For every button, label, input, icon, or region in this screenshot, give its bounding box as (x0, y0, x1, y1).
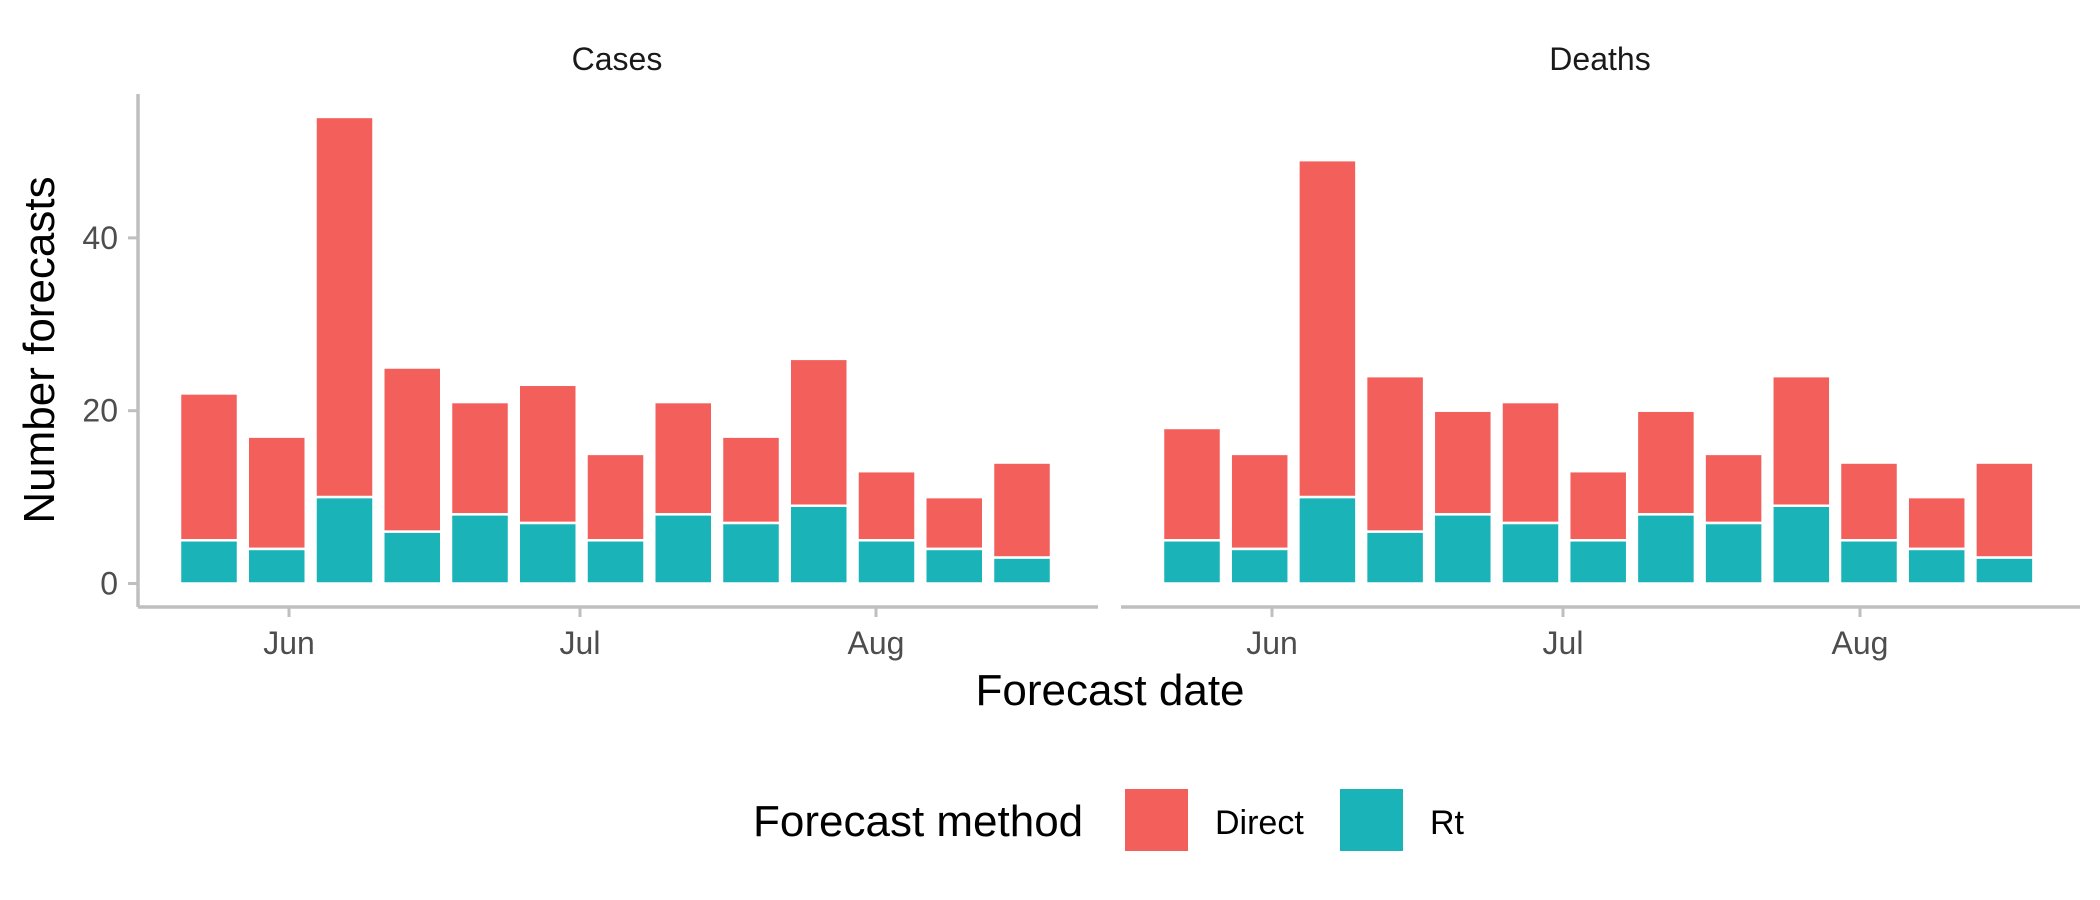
bar-cases-rt-2020-07-12 (653, 513, 714, 585)
bar-cases-rt-2020-06-28 (517, 521, 578, 585)
legend-label-rt: Rt (1430, 804, 1465, 842)
bar-cases-direct-2020-08-09 (924, 495, 985, 551)
bar-cases-rt-2020-06-07 (314, 495, 375, 585)
bar-deaths-direct-2020-07-19 (1703, 452, 1764, 525)
x-tick-label-jun: Jun (1246, 625, 1298, 661)
bar-deaths-rt-2020-07-05 (1567, 539, 1629, 585)
bar-cases-rt-2020-07-26 (788, 504, 849, 585)
bar-cases-direct-2020-06-07 (314, 115, 375, 499)
bar-cases-rt-2020-06-21 (449, 513, 511, 585)
x-tick-label-jul: Jul (560, 625, 601, 661)
bar-deaths-direct-2020-06-07 (1297, 158, 1358, 499)
bar-cases-rt-2020-08-16 (991, 556, 1053, 585)
bar-cases-direct-2020-07-19 (720, 435, 782, 525)
y-axis-title: Number forecasts (15, 176, 64, 523)
bar-cases-direct-2020-06-21 (449, 400, 511, 516)
bar-deaths-rt-2020-08-02 (1838, 539, 1900, 585)
legend-label-direct: Direct (1215, 804, 1304, 842)
bar-cases-direct-2020-05-24 (178, 392, 240, 542)
bar-cases-direct-2020-08-02 (856, 469, 917, 542)
y-tick-label: 0 (100, 566, 118, 602)
bar-deaths-rt-2020-06-07 (1297, 495, 1358, 585)
bars-layer (178, 115, 2035, 585)
bar-deaths-direct-2020-08-02 (1838, 461, 1900, 542)
axes-layer: 0 20 40 Jun Jul Aug Jun Jul Aug (82, 220, 1888, 661)
bar-deaths-direct-2020-07-12 (1635, 409, 1697, 516)
bar-deaths-rt-2020-07-26 (1771, 504, 1832, 585)
bar-deaths-direct-2020-07-26 (1771, 374, 1832, 507)
bar-deaths-rt-2020-06-28 (1500, 521, 1561, 585)
bar-cases-direct-2020-07-05 (585, 452, 646, 542)
legend-key-direct (1125, 789, 1188, 851)
bar-deaths-rt-2020-08-16 (1974, 556, 2035, 585)
bar-deaths-direct-2020-05-24 (1161, 426, 1223, 542)
bar-cases-direct-2020-07-26 (788, 357, 849, 507)
x-tick-label-aug: Aug (848, 625, 905, 661)
bar-deaths-direct-2020-05-31 (1229, 452, 1290, 551)
facet-title-cases: Cases (572, 41, 663, 77)
bar-deaths-direct-2020-06-14 (1364, 374, 1426, 533)
bar-cases-rt-2020-08-02 (856, 539, 917, 585)
x-axis-title: Forecast date (975, 666, 1244, 715)
legend-title: Forecast method (753, 797, 1083, 846)
bar-cases-direct-2020-06-28 (517, 383, 578, 525)
bar-cases-direct-2020-05-31 (246, 435, 307, 551)
bar-cases-rt-2020-07-05 (585, 539, 646, 585)
bar-deaths-direct-2020-08-16 (1974, 461, 2035, 559)
y-tick-label: 40 (82, 220, 118, 256)
bar-deaths-direct-2020-06-28 (1500, 400, 1561, 525)
bar-deaths-rt-2020-05-24 (1161, 539, 1223, 585)
x-tick-label-jul: Jul (1543, 625, 1584, 661)
bar-cases-rt-2020-05-24 (178, 539, 240, 585)
bar-cases-rt-2020-07-19 (720, 521, 782, 585)
x-tick-label-jun: Jun (263, 625, 315, 661)
bar-cases-direct-2020-06-14 (382, 366, 443, 533)
bar-cases-rt-2020-06-14 (382, 530, 443, 585)
bar-cases-direct-2020-08-16 (991, 461, 1053, 559)
y-tick-label: 20 (82, 393, 118, 429)
bar-deaths-direct-2020-08-09 (1906, 495, 1967, 551)
bar-deaths-rt-2020-07-19 (1703, 521, 1764, 585)
legend-key-rt (1340, 789, 1403, 851)
bar-cases-rt-2020-05-31 (246, 547, 307, 585)
bar-cases-rt-2020-08-09 (924, 547, 985, 585)
bar-deaths-rt-2020-05-31 (1229, 547, 1290, 585)
bar-deaths-direct-2020-06-21 (1432, 409, 1494, 516)
facet-title-deaths: Deaths (1549, 41, 1650, 77)
bar-deaths-rt-2020-07-12 (1635, 513, 1697, 585)
x-tick-label-aug: Aug (1832, 625, 1889, 661)
bar-deaths-rt-2020-06-21 (1432, 513, 1494, 585)
bar-cases-direct-2020-07-12 (653, 400, 714, 516)
bar-deaths-rt-2020-08-09 (1906, 547, 1967, 585)
bar-deaths-rt-2020-06-14 (1364, 530, 1426, 585)
bar-deaths-direct-2020-07-05 (1567, 469, 1629, 542)
